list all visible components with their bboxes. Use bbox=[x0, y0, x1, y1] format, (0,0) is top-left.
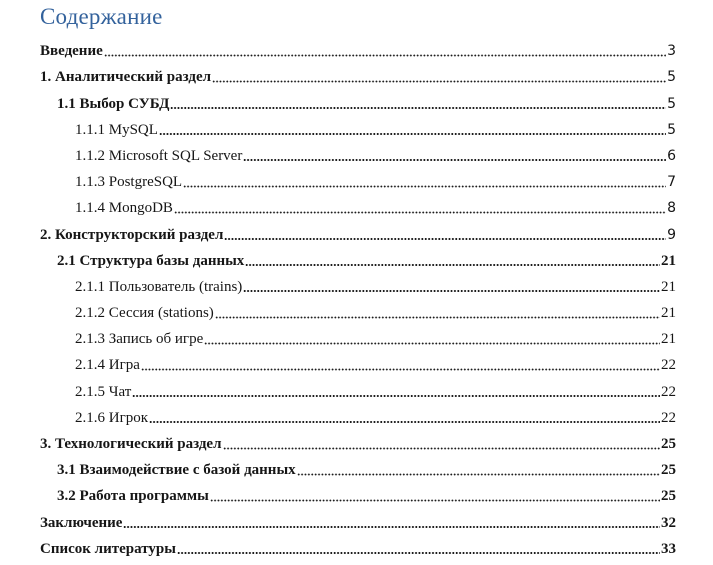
toc-entry-label[interactable]: 1.1.3 PostgreSQL bbox=[75, 174, 183, 191]
toc-page-number[interactable]: 25 bbox=[661, 488, 676, 505]
toc-row[interactable]: 2.1.3 Запись об игре 21 bbox=[40, 322, 676, 348]
toc-leader-dots bbox=[149, 420, 660, 424]
toc-row[interactable]: 3.2 Работа программы 25 bbox=[40, 479, 676, 505]
toc-page-number[interactable]: 33 bbox=[661, 540, 676, 557]
toc-entry-label[interactable]: 3.2 Работа программы bbox=[57, 488, 209, 505]
toc-entry-label[interactable]: Введение bbox=[40, 43, 103, 60]
toc-leader-dots bbox=[222, 446, 660, 450]
toc-row[interactable]: 3.1 Взаимодействие с базой данных 25 bbox=[40, 453, 676, 479]
toc-leader-dots bbox=[132, 394, 660, 398]
toc-page-number[interactable]: 5 bbox=[667, 69, 676, 86]
toc-entry-label[interactable]: 2. Конструкторский раздел bbox=[40, 226, 224, 243]
toc-page-number[interactable]: 25 bbox=[661, 462, 676, 479]
toc-page-number[interactable]: 21 bbox=[661, 305, 676, 322]
toc-page-number[interactable]: 21 bbox=[661, 278, 676, 295]
toc-row[interactable]: 3. Технологический раздел 25 bbox=[40, 427, 676, 453]
toc-row[interactable]: 2.1 Структура базы данных 21 bbox=[40, 244, 676, 270]
toc-entry-label[interactable]: 1. Аналитический раздел bbox=[40, 69, 212, 86]
toc-entry-label[interactable]: 1.1.1 MySQL bbox=[75, 121, 158, 138]
toc-row[interactable]: 1.1.1 MySQL 5 bbox=[40, 113, 676, 139]
toc-leader-dots bbox=[158, 132, 667, 136]
toc-page-number[interactable]: 6 bbox=[667, 147, 676, 164]
toc-page-number[interactable]: 21 bbox=[661, 252, 676, 269]
toc-page-number[interactable]: 22 bbox=[661, 409, 676, 426]
toc-leader-dots bbox=[183, 184, 667, 189]
toc-leader-dots bbox=[176, 551, 660, 555]
toc-leader-dots bbox=[296, 472, 660, 477]
toc-page-number[interactable]: 21 bbox=[661, 331, 676, 348]
toc-row[interactable]: Введение 3 bbox=[40, 34, 676, 60]
toc-leader-dots bbox=[209, 498, 660, 503]
toc-page-number[interactable]: 32 bbox=[661, 514, 676, 531]
toc-leader-dots bbox=[123, 525, 660, 529]
toc-entry-label[interactable]: 2.1 Структура базы данных bbox=[57, 252, 245, 269]
toc-leader-dots bbox=[243, 158, 667, 162]
toc-row[interactable]: Заключение 32 bbox=[40, 505, 676, 531]
toc-page-number[interactable]: 3 bbox=[667, 43, 676, 60]
toc-entry-label[interactable]: 2.1.6 Игрок bbox=[75, 409, 149, 426]
toc-list: Введение 3 1. Аналитический раздел 5 1.1 Выб… bbox=[40, 34, 676, 558]
toc-entry-label[interactable]: 3.1 Взаимодействие с базой данных bbox=[57, 462, 296, 479]
toc-entry-label[interactable]: 1.1.2 Microsoft SQL Server bbox=[75, 147, 243, 164]
toc-row[interactable]: 2.1.6 Игрок 22 bbox=[40, 401, 676, 427]
toc-row[interactable]: 1. Аналитический раздел 5 bbox=[40, 60, 676, 86]
toc-title: Содержание bbox=[40, 4, 163, 29]
toc-row[interactable]: 2. Конструкторский раздел 9 bbox=[40, 217, 676, 243]
toc-entry-label[interactable]: 3. Технологический раздел bbox=[40, 436, 222, 452]
toc-entry-label[interactable]: 1.1 Выбор СУБД bbox=[57, 95, 170, 112]
toc-leader-dots bbox=[204, 341, 660, 346]
toc-leader-dots bbox=[243, 289, 660, 293]
toc-row[interactable]: 2.1.1 Пользователь (trains) 21 bbox=[40, 270, 676, 296]
toc-page-number[interactable]: 8 bbox=[667, 200, 676, 217]
toc-page-number[interactable]: 22 bbox=[661, 383, 676, 400]
toc-leader-dots bbox=[245, 263, 660, 267]
toc-row[interactable]: 1.1.3 PostgreSQL 7 bbox=[40, 165, 676, 191]
toc-page-number[interactable]: 22 bbox=[661, 357, 676, 374]
toc-entry-label[interactable]: Список литературы bbox=[40, 540, 176, 557]
toc-leader-dots bbox=[170, 106, 667, 110]
toc-page-number[interactable]: 9 bbox=[667, 226, 676, 243]
toc-page-number[interactable]: 25 bbox=[661, 436, 676, 452]
toc-entry-label[interactable]: 2.1.5 Чат bbox=[75, 383, 132, 400]
toc-entry-label[interactable]: Заключение bbox=[40, 514, 123, 531]
toc-row[interactable]: 1.1.2 Microsoft SQL Server 6 bbox=[40, 139, 676, 165]
toc-leader-dots bbox=[103, 53, 667, 58]
toc-row[interactable]: 2.1.2 Сессия (stations) 21 bbox=[40, 296, 676, 322]
toc-leader-dots bbox=[224, 237, 667, 241]
toc-row[interactable]: Список литературы 33 bbox=[40, 532, 676, 558]
toc-page-number[interactable]: 5 bbox=[667, 121, 676, 138]
toc-entry-label[interactable]: 2.1.1 Пользователь (trains) bbox=[75, 278, 243, 295]
toc-entry-label[interactable]: 2.1.4 Игра bbox=[75, 357, 140, 374]
toc-page-number[interactable]: 7 bbox=[667, 174, 676, 191]
toc-row[interactable]: 2.1.5 Чат 22 bbox=[40, 374, 676, 400]
toc-page-number[interactable]: 5 bbox=[667, 95, 676, 112]
toc-leader-dots bbox=[212, 79, 667, 84]
toc-leader-dots bbox=[173, 210, 667, 215]
toc-leader-dots bbox=[214, 315, 660, 320]
toc-entry-label[interactable]: 2.1.3 Запись об игре bbox=[75, 331, 204, 348]
toc-row[interactable]: 1.1.4 MongoDB 8 bbox=[40, 191, 676, 217]
toc-row[interactable]: 2.1.4 Игра 22 bbox=[40, 348, 676, 374]
toc-entry-label[interactable]: 1.1.4 MongoDB bbox=[75, 200, 173, 217]
toc-row[interactable]: 1.1 Выбор СУБД 5 bbox=[40, 86, 676, 112]
toc-entry-label[interactable]: 2.1.2 Сессия (stations) bbox=[75, 305, 214, 322]
toc-leader-dots bbox=[140, 367, 660, 372]
